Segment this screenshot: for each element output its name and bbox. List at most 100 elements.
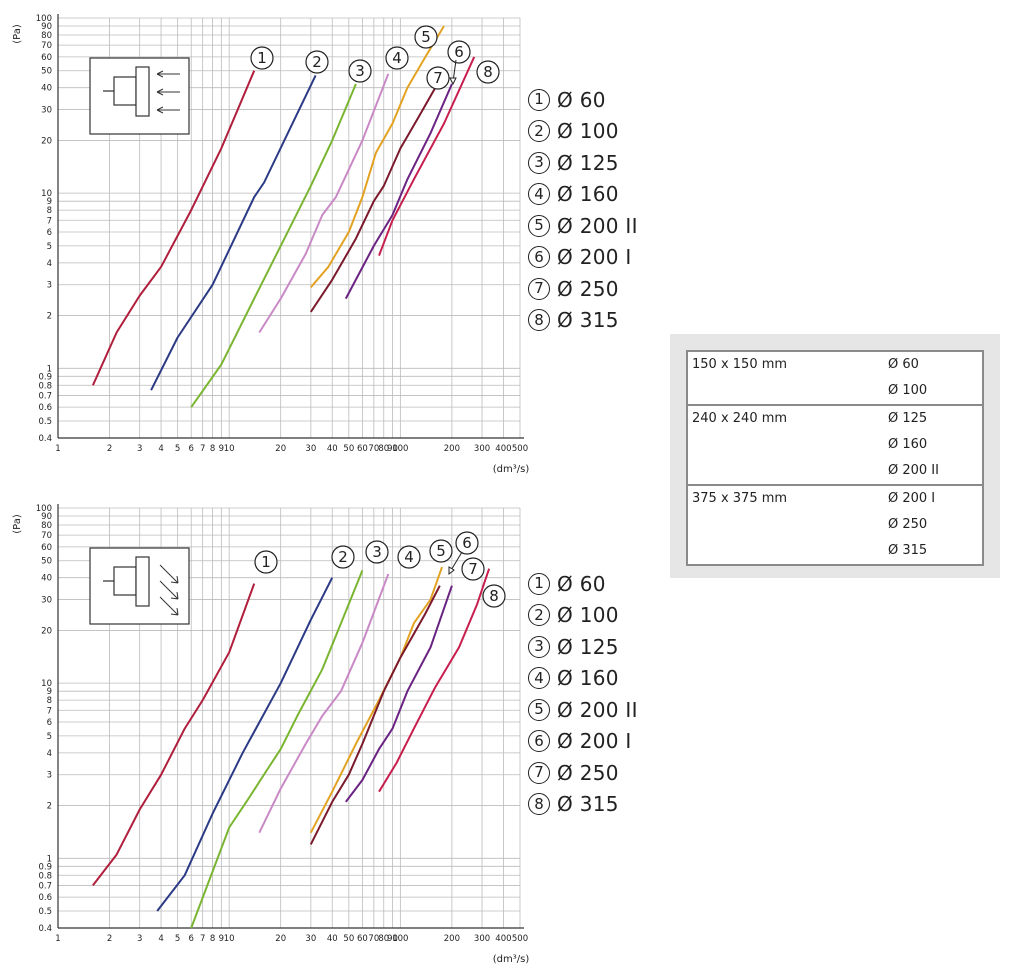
x-tick-label: 8 bbox=[210, 934, 215, 944]
size-label: 375 x 375 mm bbox=[692, 491, 788, 506]
y-tick-label: 100 bbox=[36, 504, 52, 514]
legend-label: Ø 200 II bbox=[557, 213, 638, 238]
x-tick-label: 70 bbox=[368, 444, 379, 454]
legend-label: Ø 250 bbox=[557, 276, 619, 301]
legend-marker: 1 bbox=[528, 88, 550, 111]
series-line-1 bbox=[92, 583, 256, 887]
y-tick-label: 100 bbox=[36, 14, 52, 24]
x-tick-label: 2 bbox=[107, 444, 112, 454]
x-tick-label: 8 bbox=[210, 444, 215, 454]
y-tick-label: 2 bbox=[47, 312, 52, 322]
legend-item: 5 Ø 200 II bbox=[528, 694, 638, 726]
x-tick-label: 3 bbox=[137, 934, 142, 944]
diameter-label: Ø 100 bbox=[888, 383, 928, 398]
x-tick-label: 4 bbox=[158, 934, 163, 944]
y-tick-label: 0.7 bbox=[38, 391, 52, 401]
x-tick-label: 20 bbox=[275, 934, 286, 944]
legend-marker: 3 bbox=[528, 635, 550, 658]
y-tick-label: 0.9 bbox=[38, 372, 52, 382]
x-tick-label: 7 bbox=[200, 934, 205, 944]
y-tick-label: 60 bbox=[41, 543, 52, 553]
x-tick-label: 2 bbox=[107, 934, 112, 944]
icon-plate bbox=[135, 556, 150, 607]
y-tick-label: 10 bbox=[41, 189, 52, 199]
y-tick-label: 1 bbox=[47, 854, 52, 864]
marker-pointer-head bbox=[449, 77, 457, 86]
series-line-3 bbox=[190, 570, 364, 929]
y-tick-label: 20 bbox=[41, 136, 52, 146]
legend-label: Ø 100 bbox=[557, 603, 619, 628]
y-tick-label: 0.5 bbox=[38, 907, 52, 917]
x-tick-label: 30 bbox=[305, 444, 316, 454]
legend-marker: 6 bbox=[528, 246, 550, 269]
legend-marker: 8 bbox=[528, 309, 550, 332]
series-marker-circle bbox=[254, 550, 278, 574]
series-marker-circle bbox=[414, 25, 438, 49]
x-tick-label: 200 bbox=[444, 934, 460, 944]
x-axis-label: (dm³/s) bbox=[493, 954, 530, 965]
size-row: 150 x 150 mm Ø 60 Ø 100 bbox=[687, 351, 983, 405]
diameter-label: Ø 160 bbox=[888, 437, 928, 452]
series-marker-circle bbox=[385, 46, 409, 70]
x-tick-label: 300 bbox=[474, 444, 490, 454]
x-tick-label: 300 bbox=[474, 934, 490, 944]
x-tick-label: 100 bbox=[392, 934, 408, 944]
y-tick-label: 7 bbox=[47, 216, 52, 226]
y-tick-label: 30 bbox=[41, 106, 52, 116]
legend-label: Ø 200 I bbox=[557, 245, 632, 270]
series-line-6 bbox=[309, 87, 437, 313]
size-row: 375 x 375 mm Ø 200 I Ø 250 Ø 315 bbox=[687, 484, 983, 565]
x-tick-label: 9 bbox=[219, 934, 224, 944]
y-tick-label: 6 bbox=[47, 718, 52, 728]
x-tick-label: 500 bbox=[512, 934, 528, 944]
x-tick-label: 70 bbox=[368, 934, 379, 944]
series-marker-label: 8 bbox=[483, 63, 493, 81]
legend-marker: 1 bbox=[528, 572, 550, 595]
legend-label: Ø 315 bbox=[557, 308, 619, 333]
y-tick-label: 50 bbox=[41, 557, 52, 567]
legend-marker: 4 bbox=[528, 183, 550, 206]
y-tick-label: 5 bbox=[47, 242, 52, 252]
x-tick-label: 80 bbox=[378, 444, 389, 454]
x-tick-label: 30 bbox=[305, 934, 316, 944]
y-tick-label: 0.8 bbox=[38, 871, 52, 881]
y-tick-label: 8 bbox=[47, 206, 52, 216]
flow-arrowhead bbox=[156, 106, 164, 114]
size-label: 240 x 240 mm bbox=[692, 411, 788, 426]
series-marker-label: 5 bbox=[436, 542, 446, 560]
x-tick-label: 400 bbox=[495, 444, 511, 454]
x-tick-label: 40 bbox=[327, 444, 338, 454]
x-tick-label: 5 bbox=[175, 934, 180, 944]
series-line-5 bbox=[310, 25, 445, 288]
legend-marker: 5 bbox=[528, 698, 550, 721]
x-axis-label: (dm³/s) bbox=[493, 464, 530, 475]
legend-item: 2 Ø 100 bbox=[528, 116, 638, 148]
y-tick-label: 6 bbox=[47, 228, 52, 238]
series-marker-label: 3 bbox=[372, 543, 382, 561]
x-tick-label: 400 bbox=[495, 934, 511, 944]
y-tick-label: 3 bbox=[47, 281, 52, 291]
y-tick-label: 1 bbox=[47, 364, 52, 374]
series-marker-circle bbox=[250, 46, 274, 70]
y-tick-label: 4 bbox=[47, 259, 52, 269]
series-line-2 bbox=[156, 577, 334, 912]
grille-straight-flow-icon bbox=[89, 57, 190, 135]
icon-box bbox=[113, 566, 137, 596]
y-axis-label: (Pa) bbox=[12, 514, 23, 534]
series-marker-circle bbox=[348, 59, 372, 83]
series-marker-label: 8 bbox=[489, 587, 499, 605]
legend-item: 4 Ø 160 bbox=[528, 663, 638, 695]
x-tick-label: 7 bbox=[200, 444, 205, 454]
diameter-label: Ø 125 bbox=[888, 411, 928, 426]
series-marker-circle bbox=[429, 539, 453, 563]
series-marker-label: 7 bbox=[468, 560, 478, 578]
legend-item: 6 Ø 200 I bbox=[528, 726, 638, 758]
icon-box bbox=[113, 76, 137, 106]
y-tick-label: 0.7 bbox=[38, 881, 52, 891]
flow-arrow bbox=[159, 580, 179, 600]
legend-marker: 7 bbox=[528, 761, 550, 784]
y-tick-label: 2 bbox=[47, 802, 52, 812]
series-line-8 bbox=[378, 56, 476, 256]
y-tick-label: 0.6 bbox=[38, 403, 52, 413]
